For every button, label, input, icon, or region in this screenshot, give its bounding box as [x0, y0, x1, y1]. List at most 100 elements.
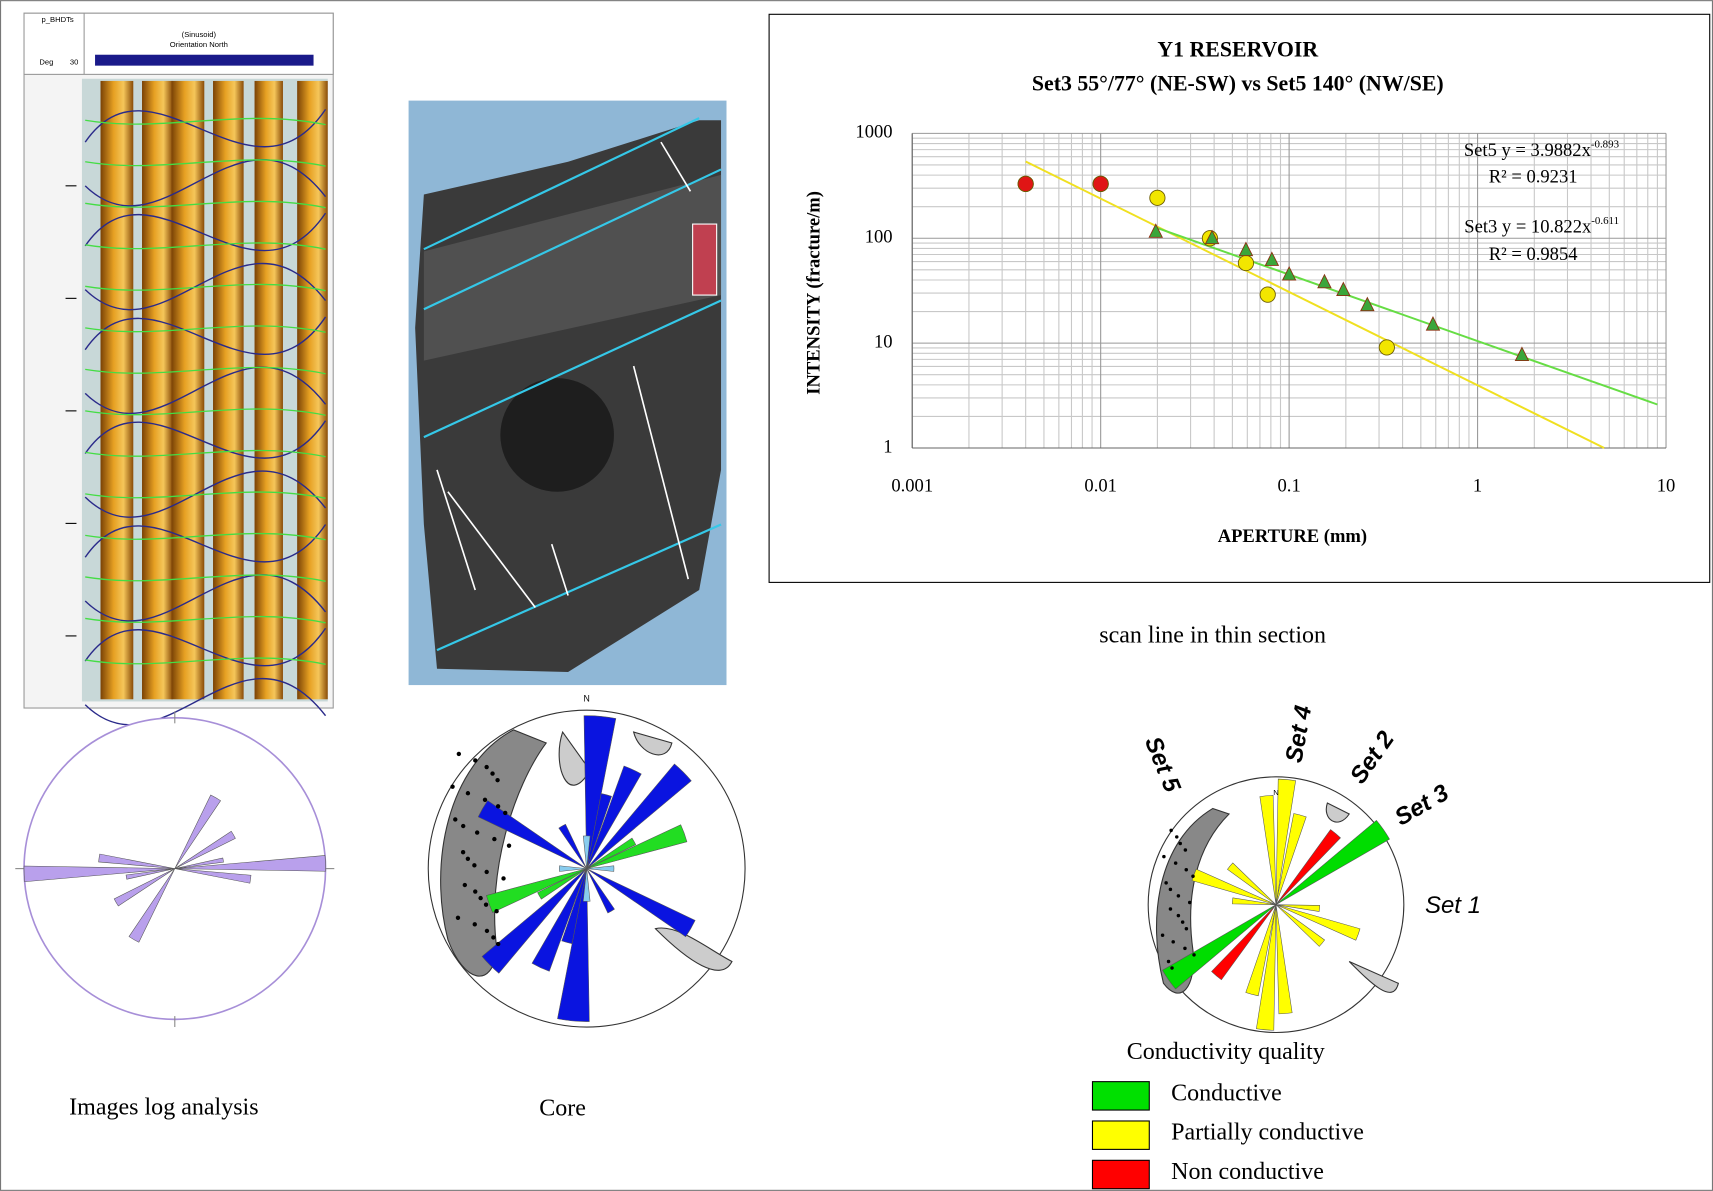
header-text: p_BHDTs [42, 15, 74, 24]
pole [495, 778, 499, 782]
x-tick-label: 0.01 [1084, 476, 1116, 497]
chart-frame [769, 14, 1710, 582]
set-label: Set 1 [1425, 892, 1481, 919]
data-point [1238, 255, 1253, 270]
y-axis-label: INTENSITY (fracture/m) [803, 191, 824, 395]
pole [501, 876, 505, 880]
pole [496, 804, 500, 808]
pole [1181, 920, 1184, 923]
pole [472, 863, 476, 867]
pole [1170, 966, 1173, 969]
y-tick-label: 100 [865, 227, 893, 248]
legend-swatch [1092, 1121, 1149, 1149]
page: {"chart_data": {"type": "scatter", "titl… [0, 0, 1713, 1191]
pole [475, 830, 479, 834]
figure: p_BHDTs Deg 30 (Sinusoid) Orientation No… [0, 0, 1713, 1191]
legend-label: Conductive [1171, 1080, 1282, 1106]
legend-label: Partially conductive [1171, 1120, 1364, 1146]
pole [457, 752, 461, 756]
pole [1177, 894, 1180, 897]
legend-title: Conductivity quality [1127, 1039, 1325, 1065]
caption: Images log analysis [69, 1094, 258, 1120]
pole [450, 784, 454, 788]
chart-subtitle: Set3 55°/77° (NE-SW) vs Set5 140° (NW/SE… [1032, 71, 1444, 95]
annotation: R² = 0.9231 [1489, 166, 1578, 187]
chart-title: Y1 RESERVOIR [1157, 37, 1318, 61]
pole [1171, 940, 1174, 943]
pole [1183, 947, 1186, 950]
x-tick-label: 0.001 [891, 476, 933, 497]
pole [463, 883, 467, 887]
pole [1177, 914, 1180, 917]
north-label: N [1273, 788, 1279, 797]
scale-tag [693, 224, 717, 295]
pole [1164, 881, 1167, 884]
legend-swatch [1092, 1160, 1149, 1188]
data-point [1018, 176, 1033, 191]
pole [1175, 835, 1178, 838]
pole [478, 896, 482, 900]
header-text: (Sinusoid) [182, 30, 217, 39]
pole [496, 942, 500, 946]
pole [461, 824, 465, 828]
legend-swatch [1092, 1082, 1149, 1110]
pole [456, 916, 460, 920]
x-tick-label: 0.1 [1278, 476, 1301, 497]
pole [484, 765, 488, 769]
pole [484, 902, 488, 906]
x-tick-label: 10 [1657, 476, 1676, 497]
data-point [1093, 176, 1108, 191]
pole [1174, 861, 1177, 864]
pole [485, 870, 489, 874]
annotation: R² = 0.9854 [1489, 244, 1578, 265]
pole [473, 758, 477, 762]
data-point [1379, 340, 1394, 355]
pole [494, 909, 498, 913]
pole [1161, 934, 1164, 937]
pole [1184, 848, 1187, 851]
pole [492, 837, 496, 841]
caption: Core [539, 1096, 586, 1122]
pole [483, 798, 487, 802]
image-strip [213, 81, 244, 699]
pole [1191, 875, 1194, 878]
image-strip [101, 81, 134, 699]
y-tick-label: 1 [883, 436, 892, 457]
pole [1192, 953, 1195, 956]
header-text: Deg [39, 57, 53, 66]
core-photo [409, 101, 727, 685]
north-label: N [584, 694, 590, 704]
data-point [1150, 190, 1165, 205]
image-strip [255, 81, 283, 699]
pole [461, 850, 465, 854]
legend-label: Non conductive [1171, 1159, 1324, 1185]
y-tick-label: 1000 [855, 122, 892, 143]
pole [507, 843, 511, 847]
x-tick-label: 1 [1473, 476, 1482, 497]
pole [466, 791, 470, 795]
pole [1162, 855, 1165, 858]
header-text: Orientation North [170, 40, 228, 49]
pole [473, 889, 477, 893]
x-axis-label: APERTURE (mm) [1218, 526, 1367, 547]
pole [1167, 960, 1170, 963]
header-bar [95, 55, 313, 66]
pole [490, 771, 494, 775]
caption: scan line in thin section [1099, 623, 1326, 649]
pole [1178, 842, 1181, 845]
pole [1185, 927, 1188, 930]
pole [1169, 888, 1172, 891]
data-point [1260, 287, 1275, 302]
pole [503, 811, 507, 815]
y-tick-label: 10 [874, 331, 893, 352]
pole [485, 929, 489, 933]
image-strip [142, 81, 173, 699]
pole [1188, 901, 1191, 904]
image-strip [172, 81, 205, 699]
pole [453, 817, 457, 821]
pole [1185, 868, 1188, 871]
pole [473, 922, 477, 926]
pole [1169, 907, 1172, 910]
header-text: 30 [70, 57, 78, 66]
image-log: p_BHDTs Deg 30 (Sinusoid) Orientation No… [24, 13, 333, 725]
